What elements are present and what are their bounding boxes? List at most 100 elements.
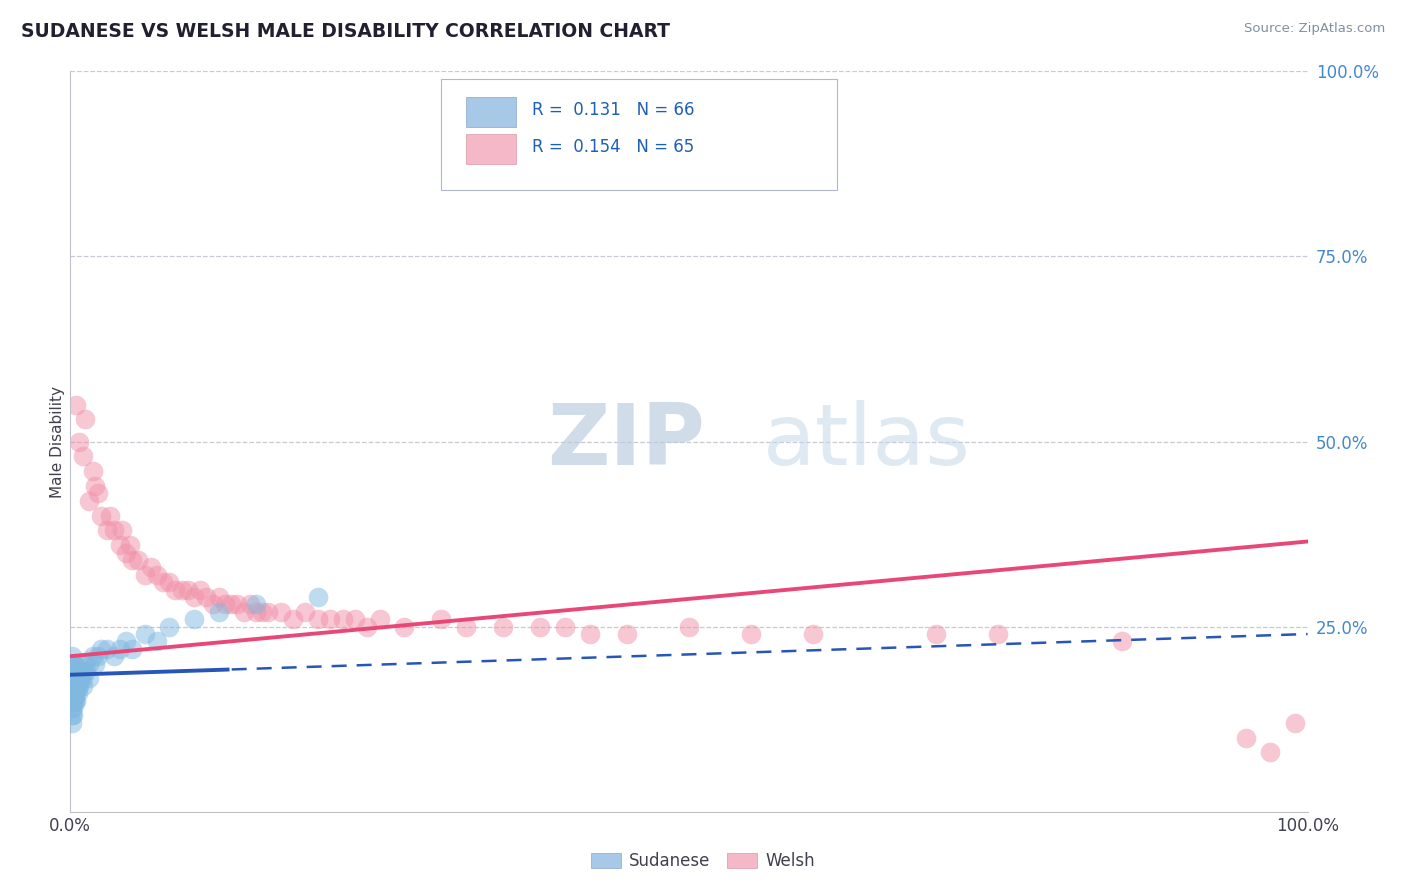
Point xyxy=(67,672,90,686)
Point xyxy=(108,538,131,552)
Point xyxy=(103,524,125,538)
Point xyxy=(60,708,83,723)
Point xyxy=(69,672,91,686)
Point xyxy=(139,560,162,574)
Point xyxy=(86,486,108,500)
Point xyxy=(165,582,187,597)
Point xyxy=(90,508,112,523)
Point xyxy=(62,708,84,723)
Point xyxy=(250,605,273,619)
Point xyxy=(183,590,205,604)
Point xyxy=(121,641,143,656)
Point xyxy=(62,657,84,671)
Point xyxy=(60,701,83,715)
Point xyxy=(239,598,262,612)
Point xyxy=(987,627,1010,641)
Point xyxy=(281,612,304,626)
Point xyxy=(214,598,236,612)
Point xyxy=(118,538,141,552)
Point xyxy=(146,567,169,582)
Point xyxy=(65,672,87,686)
Point xyxy=(219,598,242,612)
Point xyxy=(62,694,84,708)
Point xyxy=(60,672,83,686)
Point xyxy=(678,619,700,633)
Point xyxy=(1234,731,1257,745)
Point xyxy=(492,619,515,633)
Point xyxy=(177,582,200,597)
Point xyxy=(84,657,107,671)
Point xyxy=(72,679,94,693)
Point xyxy=(70,664,93,678)
Point xyxy=(60,657,83,671)
Point xyxy=(554,619,576,633)
Point xyxy=(98,508,121,523)
Point xyxy=(63,694,86,708)
Point xyxy=(121,553,143,567)
Point xyxy=(579,627,602,641)
Point xyxy=(394,619,416,633)
Point xyxy=(60,715,83,730)
Point xyxy=(60,686,83,700)
FancyBboxPatch shape xyxy=(467,135,516,164)
Point xyxy=(62,672,84,686)
Point xyxy=(62,686,84,700)
Point xyxy=(60,664,83,678)
Point xyxy=(63,672,86,686)
Point xyxy=(72,672,94,686)
Point xyxy=(188,582,211,597)
Point xyxy=(62,701,84,715)
Point xyxy=(1284,715,1306,730)
Point xyxy=(75,657,97,671)
Point xyxy=(343,612,366,626)
Point xyxy=(529,619,551,633)
Point xyxy=(801,627,824,641)
Text: SUDANESE VS WELSH MALE DISABILITY CORRELATION CHART: SUDANESE VS WELSH MALE DISABILITY CORREL… xyxy=(21,22,671,41)
Point xyxy=(1260,746,1282,760)
Point xyxy=(60,679,83,693)
Point xyxy=(115,546,138,560)
Point xyxy=(96,641,118,656)
Point xyxy=(72,450,94,464)
Point xyxy=(127,553,149,567)
Point xyxy=(332,612,354,626)
Point xyxy=(65,398,87,412)
Point xyxy=(82,464,104,478)
Point xyxy=(66,686,89,700)
Point xyxy=(63,657,86,671)
Point xyxy=(65,679,87,693)
Point xyxy=(75,412,97,426)
Text: R =  0.131   N = 66: R = 0.131 N = 66 xyxy=(531,101,695,119)
Point xyxy=(75,664,97,678)
Point xyxy=(740,627,762,641)
Point xyxy=(157,575,180,590)
Legend: Sudanese, Welsh: Sudanese, Welsh xyxy=(583,846,823,877)
Point xyxy=(65,672,87,686)
Point xyxy=(65,679,87,693)
Y-axis label: Male Disability: Male Disability xyxy=(49,385,65,498)
Point xyxy=(307,612,329,626)
Text: atlas: atlas xyxy=(763,400,972,483)
Point xyxy=(270,605,292,619)
Point xyxy=(319,612,342,626)
Point xyxy=(77,493,100,508)
Text: Source: ZipAtlas.com: Source: ZipAtlas.com xyxy=(1244,22,1385,36)
Point xyxy=(1111,634,1133,648)
Point xyxy=(294,605,316,619)
Point xyxy=(232,605,254,619)
Point xyxy=(170,582,193,597)
Point xyxy=(103,649,125,664)
Point xyxy=(183,612,205,626)
Point xyxy=(82,649,104,664)
Point xyxy=(356,619,378,633)
Point xyxy=(157,619,180,633)
Point xyxy=(67,664,90,678)
Point xyxy=(65,694,87,708)
FancyBboxPatch shape xyxy=(441,78,838,190)
Point xyxy=(208,605,231,619)
Point xyxy=(69,664,91,678)
Point xyxy=(84,479,107,493)
Point xyxy=(616,627,638,641)
Point xyxy=(66,672,89,686)
Point xyxy=(65,694,87,708)
